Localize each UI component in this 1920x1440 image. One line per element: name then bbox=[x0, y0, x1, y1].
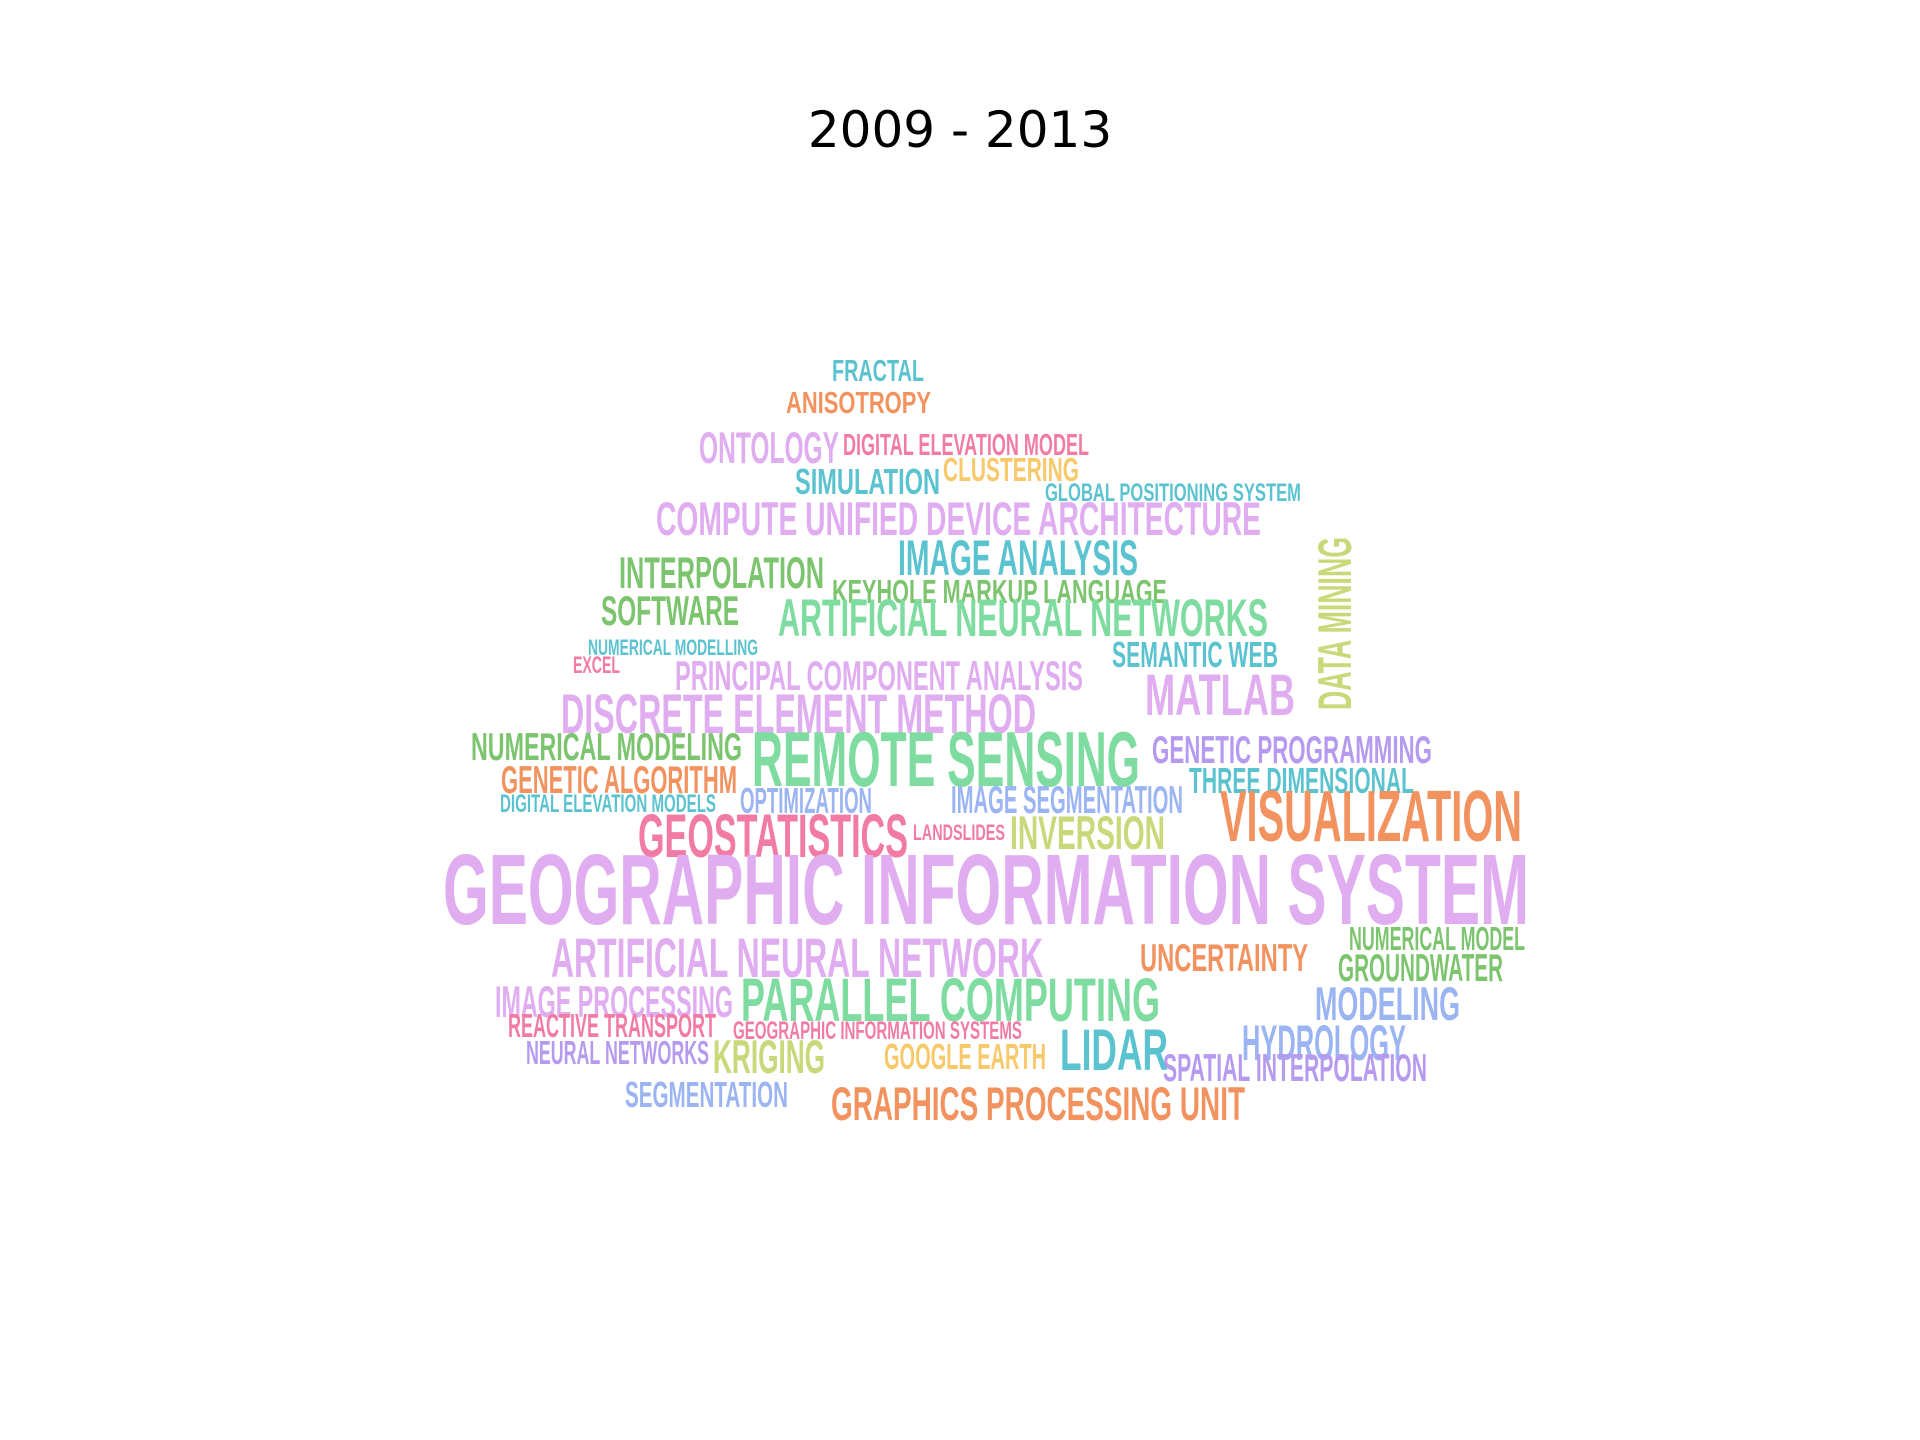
word-semantic-web: SEMANTIC WEB bbox=[1112, 633, 1278, 675]
word-lidar: LIDAR bbox=[1060, 1018, 1168, 1084]
word-image-processing: IMAGE PROCESSING bbox=[495, 978, 733, 1028]
word-artificial-neural-network: ARTIFICIAL NEURAL NETWORK bbox=[551, 926, 1043, 989]
word-remote-sensing: REMOTE SENSING bbox=[752, 717, 1140, 804]
word-global-positioning-system: GLOBAL POSITIONING SYSTEM bbox=[1045, 479, 1301, 507]
word-data-mining: DATA MINING bbox=[1309, 537, 1363, 710]
word-anisotropy: ANISOTROPY bbox=[786, 385, 931, 420]
word-landslides: LANDSLIDES bbox=[913, 819, 1005, 845]
word-fractal: FRACTAL bbox=[832, 353, 924, 388]
word-image-analysis: IMAGE ANALYSIS bbox=[898, 530, 1138, 586]
word-numerical-modeling: NUMERICAL MODELING bbox=[471, 726, 742, 770]
word-optimization: OPTIMIZATION bbox=[740, 779, 872, 821]
word-principal-component-analysis: PRINCIPAL COMPONENT ANALYSIS bbox=[675, 651, 1083, 699]
word-compute-unified-device-architecture: COMPUTE UNIFIED DEVICE ARCHITECTURE bbox=[656, 492, 1261, 546]
word-uncertainty: UNCERTAINTY bbox=[1140, 937, 1308, 981]
word-neural-networks: NEURAL NETWORKS bbox=[526, 1035, 709, 1073]
word-geostatistics: GEOSTATISTICS bbox=[638, 801, 908, 870]
word-genetic-algorithm: GENETIC ALGORITHM bbox=[501, 759, 737, 803]
word-graphics-processing-unit: GRAPHICS PROCESSING UNIT bbox=[831, 1077, 1245, 1131]
word-clustering: CLUSTERING bbox=[943, 452, 1079, 490]
word-image-segmentation: IMAGE SEGMENTATION bbox=[951, 779, 1183, 823]
word-geographic-information-system: GEOGRAPHIC INFORMATION SYSTEM bbox=[443, 834, 1529, 946]
word-genetic-programming: GENETIC PROGRAMMING bbox=[1152, 729, 1432, 773]
word-parallel-computing: PARALLEL COMPUTING bbox=[741, 965, 1160, 1034]
word-inversion: INVERSION bbox=[1010, 806, 1165, 860]
word-artificial-neural-networks: ARTIFICIAL NEURAL NETWORKS bbox=[778, 589, 1268, 649]
word-kriging: KRIGING bbox=[713, 1030, 825, 1084]
word-visualization: VISUALIZATION bbox=[1220, 776, 1522, 857]
word-interpolation: INTERPOLATION bbox=[619, 549, 824, 599]
word-software: SOFTWARE bbox=[601, 586, 739, 634]
word-segmentation: SEGMENTATION bbox=[625, 1073, 788, 1115]
word-spatial-interpolation: SPATIAL INTERPOLATION bbox=[1163, 1047, 1427, 1091]
word-excel: EXCEL bbox=[573, 653, 620, 680]
word-google-earth: GOOGLE EARTH bbox=[884, 1035, 1046, 1077]
word-keyhole-markup-language: KEYHOLE MARKUP LANGUAGE bbox=[832, 574, 1167, 612]
word-discrete-element-method: DISCRETE ELEMENT METHOD bbox=[561, 682, 1036, 745]
word-digital-elevation-model: DIGITAL ELEVATION MODEL bbox=[843, 427, 1089, 462]
word-modeling: MODELING bbox=[1315, 977, 1460, 1031]
word-digital-elevation-models: DIGITAL ELEVATION MODELS bbox=[500, 790, 716, 818]
word-numerical-modelling: NUMERICAL MODELLING bbox=[588, 634, 758, 660]
figure-title: 2009 - 2013 bbox=[807, 101, 1113, 159]
word-hydrology: HYDROLOGY bbox=[1242, 1015, 1406, 1071]
word-reactive-transport: REACTIVE TRANSPORT bbox=[508, 1008, 716, 1046]
word-ontology: ONTOLOGY bbox=[699, 424, 839, 474]
word-numerical-model: NUMERICAL MODEL bbox=[1349, 921, 1525, 959]
word-groundwater: GROUNDWATER bbox=[1338, 947, 1503, 991]
word-geographic-information-systems: GEOGRAPHIC INFORMATION SYSTEMS bbox=[733, 1017, 1022, 1045]
word-matlab: MATLAB bbox=[1145, 663, 1295, 729]
word-simulation: SIMULATION bbox=[795, 460, 940, 502]
word-three-dimensional: THREE DIMENSIONAL bbox=[1189, 759, 1414, 801]
